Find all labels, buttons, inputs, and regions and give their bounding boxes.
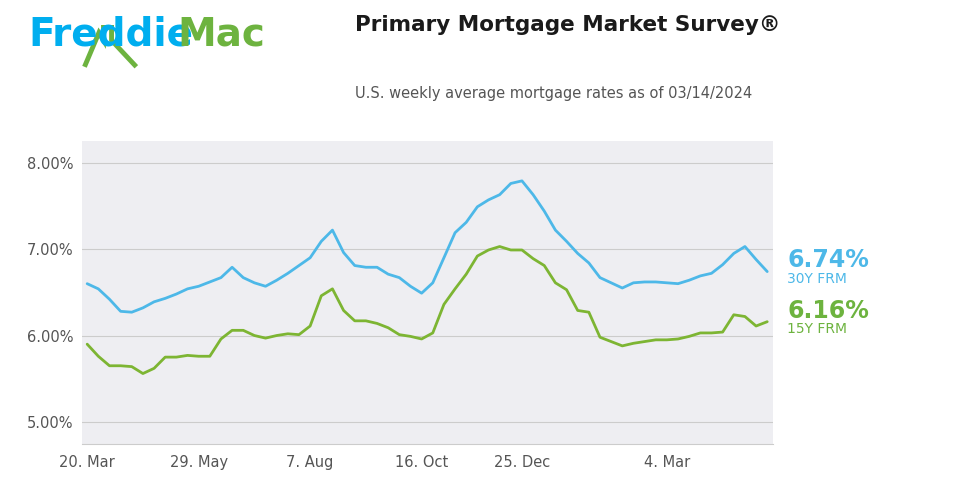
Text: Primary Mortgage Market Survey®: Primary Mortgage Market Survey®	[355, 15, 780, 35]
Text: Freddie: Freddie	[29, 15, 194, 53]
Text: 15Y FRM: 15Y FRM	[787, 322, 847, 336]
Text: 6.16%: 6.16%	[787, 298, 869, 323]
Text: Mac: Mac	[178, 15, 266, 53]
Text: 6.74%: 6.74%	[787, 248, 869, 273]
Text: 30Y FRM: 30Y FRM	[787, 272, 847, 286]
Text: U.S. weekly average mortgage rates as of 03/14/2024: U.S. weekly average mortgage rates as of…	[355, 86, 753, 101]
